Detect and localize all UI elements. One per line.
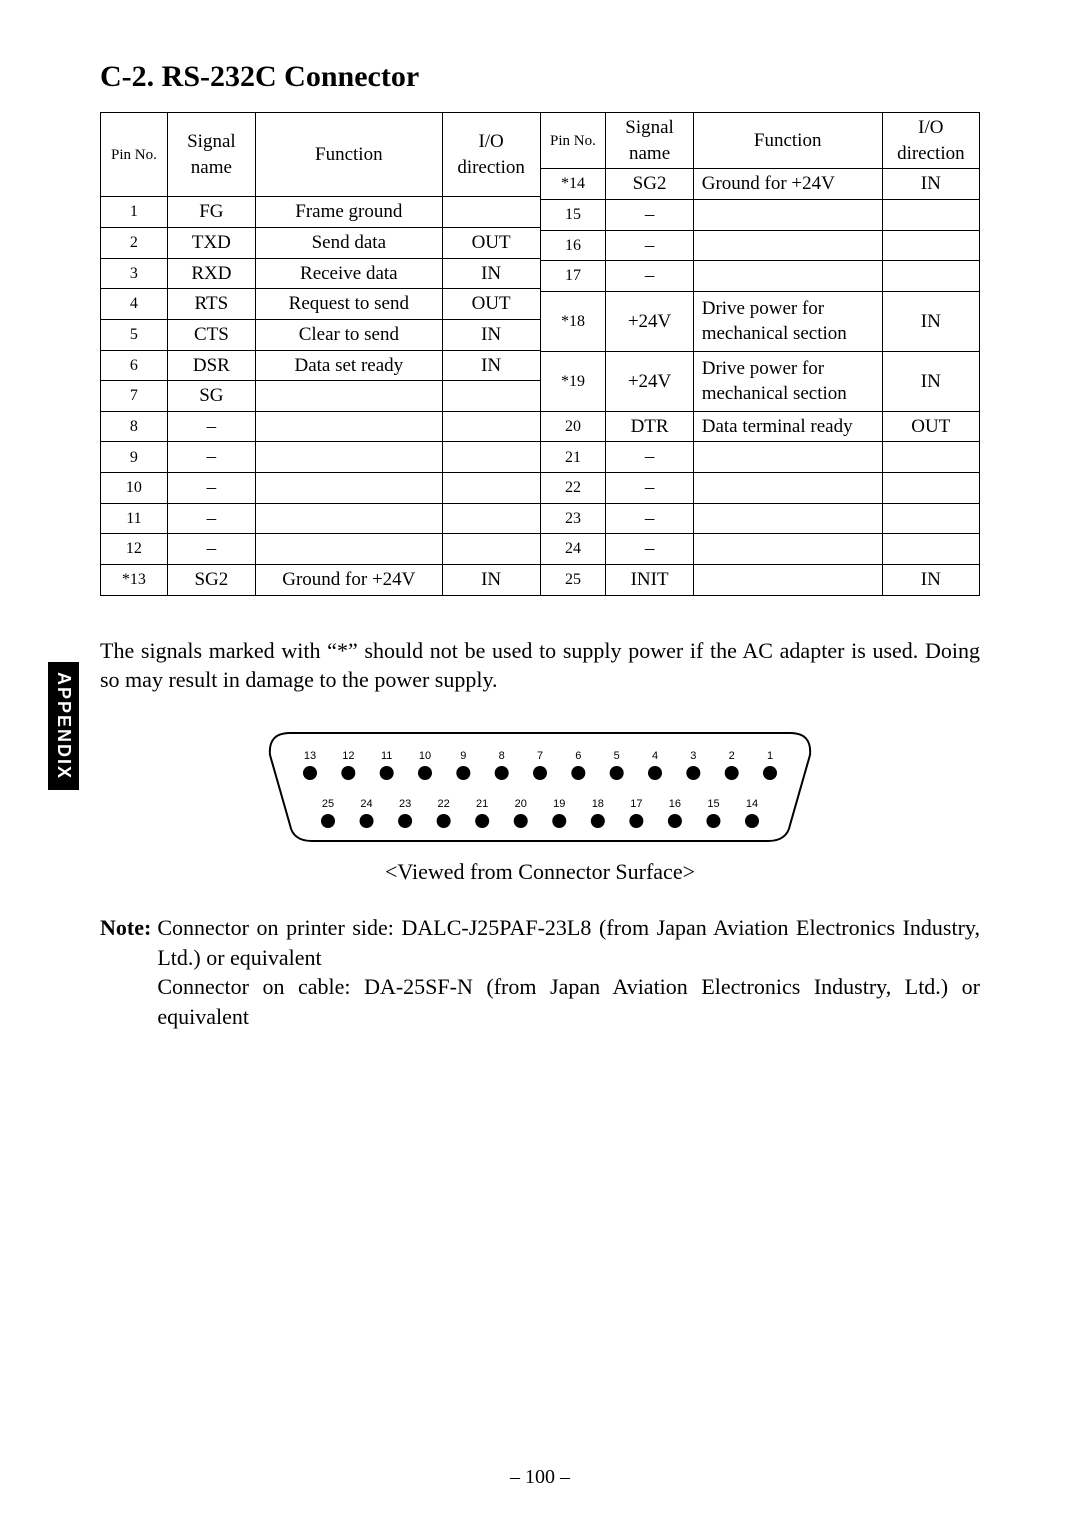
pin-table-left: Pin No.SignalnameFunctionI/Odirection1FG…: [100, 112, 541, 596]
svg-text:11: 11: [381, 750, 392, 762]
svg-text:5: 5: [614, 750, 620, 762]
svg-text:18: 18: [592, 798, 604, 810]
table-header: Signalname: [167, 113, 255, 197]
table-row: 21–: [540, 442, 980, 473]
table-row: 4RTSRequest to sendOUT: [101, 289, 541, 320]
table-row: 6DSRData set readyIN: [101, 350, 541, 381]
table-row: 2TXDSend dataOUT: [101, 228, 541, 259]
table-row: 22–: [540, 473, 980, 504]
svg-text:13: 13: [304, 750, 316, 762]
svg-text:24: 24: [360, 798, 372, 810]
table-row: 7SG: [101, 381, 541, 412]
table-header: Pin No.: [101, 113, 168, 197]
svg-text:7: 7: [537, 750, 543, 762]
table-row: 16–: [540, 230, 980, 261]
table-row: 23–: [540, 503, 980, 534]
table-row: 9–: [101, 442, 541, 473]
table-row: 3RXDReceive dataIN: [101, 258, 541, 289]
table-row: *13SG2Ground for +24VIN: [101, 565, 541, 596]
svg-text:23: 23: [399, 798, 411, 810]
svg-text:9: 9: [460, 750, 466, 762]
table-row: 11–: [101, 503, 541, 534]
svg-text:21: 21: [476, 798, 488, 810]
table-row: 25INITIN: [540, 565, 980, 596]
section-title: C-2. RS-232C Connector: [100, 60, 980, 94]
svg-text:25: 25: [322, 798, 334, 810]
svg-text:16: 16: [669, 798, 681, 810]
table-header: I/Odirection: [442, 113, 540, 197]
svg-text:12: 12: [342, 750, 354, 762]
svg-text:4: 4: [652, 750, 658, 762]
svg-text:10: 10: [419, 750, 431, 762]
connector-figure: 1312111098765432125242322212019181716151…: [100, 713, 980, 885]
svg-text:19: 19: [553, 798, 565, 810]
table-row: 15–: [540, 199, 980, 230]
svg-text:20: 20: [515, 798, 527, 810]
connector-caption: <Viewed from Connector Surface>: [100, 859, 980, 885]
table-row: 1FGFrame ground: [101, 197, 541, 228]
svg-text:6: 6: [575, 750, 581, 762]
table-row: 12–: [101, 534, 541, 565]
svg-text:17: 17: [630, 798, 642, 810]
table-header: I/Odirection: [882, 113, 979, 169]
connector-svg: 1312111098765432125242322212019181716151…: [260, 713, 820, 853]
table-header: Pin No.: [540, 113, 606, 169]
pin-table-right: Pin No.SignalnameFunctionI/Odirection*14…: [540, 112, 981, 596]
svg-text:14: 14: [746, 798, 758, 810]
table-row: *14SG2Ground for +24VIN: [540, 169, 980, 200]
table-row: *18+24VDrive power formechanical section…: [540, 291, 980, 351]
table-row: 24–: [540, 534, 980, 565]
table-header: Function: [693, 113, 882, 169]
svg-text:3: 3: [690, 750, 696, 762]
table-header: Function: [255, 113, 442, 197]
svg-text:15: 15: [707, 798, 719, 810]
appendix-side-tab: APPENDIX: [48, 662, 79, 790]
table-row: 17–: [540, 261, 980, 292]
note-body: Connector on printer side: DALC-J25PAF-2…: [157, 913, 980, 1032]
svg-text:8: 8: [499, 750, 505, 762]
table-row: 5CTSClear to sendIN: [101, 319, 541, 350]
page-number: – 100 –: [0, 1466, 1080, 1489]
svg-text:1: 1: [767, 750, 773, 762]
note-block: Note: Connector on printer side: DALC-J2…: [100, 913, 980, 1032]
table-row: *19+24VDrive power formechanical section…: [540, 351, 980, 411]
table-row: 20DTRData terminal readyOUT: [540, 411, 980, 442]
warning-text: The signals marked with “*” should not b…: [100, 636, 980, 695]
note-label: Note:: [100, 913, 157, 1032]
table-row: 10–: [101, 473, 541, 504]
pin-tables: Pin No.SignalnameFunctionI/Odirection1FG…: [100, 112, 980, 596]
table-row: 8–: [101, 411, 541, 442]
svg-text:2: 2: [729, 750, 735, 762]
svg-text:22: 22: [438, 798, 450, 810]
table-header: Signalname: [606, 113, 693, 169]
